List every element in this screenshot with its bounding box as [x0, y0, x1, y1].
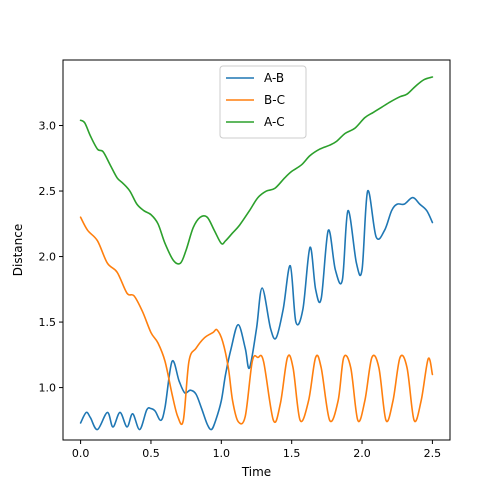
x-tick-label: 1.5: [283, 447, 301, 460]
legend-entry-label: A-C: [264, 115, 285, 129]
legend-box: [219, 65, 307, 139]
legend-entry-label: B-C: [264, 93, 285, 107]
x-axis-ticks: 0.0 0.5 1.0 1.5 2.0 2.5: [72, 440, 441, 460]
x-tick-label: 1.0: [213, 447, 231, 460]
x-tick-label: 0.5: [142, 447, 160, 460]
legend: A-B B-C A-C: [219, 65, 307, 139]
y-axis-ticks: 1.0 1.5 2.0 2.5 3.0: [39, 120, 63, 395]
y-axis-label: Distance: [11, 224, 25, 276]
y-tick-label: 2.0: [39, 251, 57, 264]
y-tick-label: 3.0: [39, 120, 57, 133]
series-line-a-b: [79, 190, 434, 431]
x-axis-label: Time: [241, 465, 271, 479]
axes-frame: [62, 59, 451, 441]
x-tick-label: 0.0: [72, 447, 90, 460]
y-tick-label: 2.5: [39, 185, 57, 198]
x-tick-label: 2.0: [353, 447, 371, 460]
series-line-b-c: [79, 216, 434, 426]
series-line-a-c: [79, 76, 434, 265]
legend-entry-label: A-B: [264, 71, 284, 85]
series-layer: [79, 76, 434, 431]
y-tick-label: 1.0: [39, 382, 57, 395]
y-tick-label: 1.5: [39, 316, 57, 329]
x-tick-label: 2.5: [424, 447, 442, 460]
